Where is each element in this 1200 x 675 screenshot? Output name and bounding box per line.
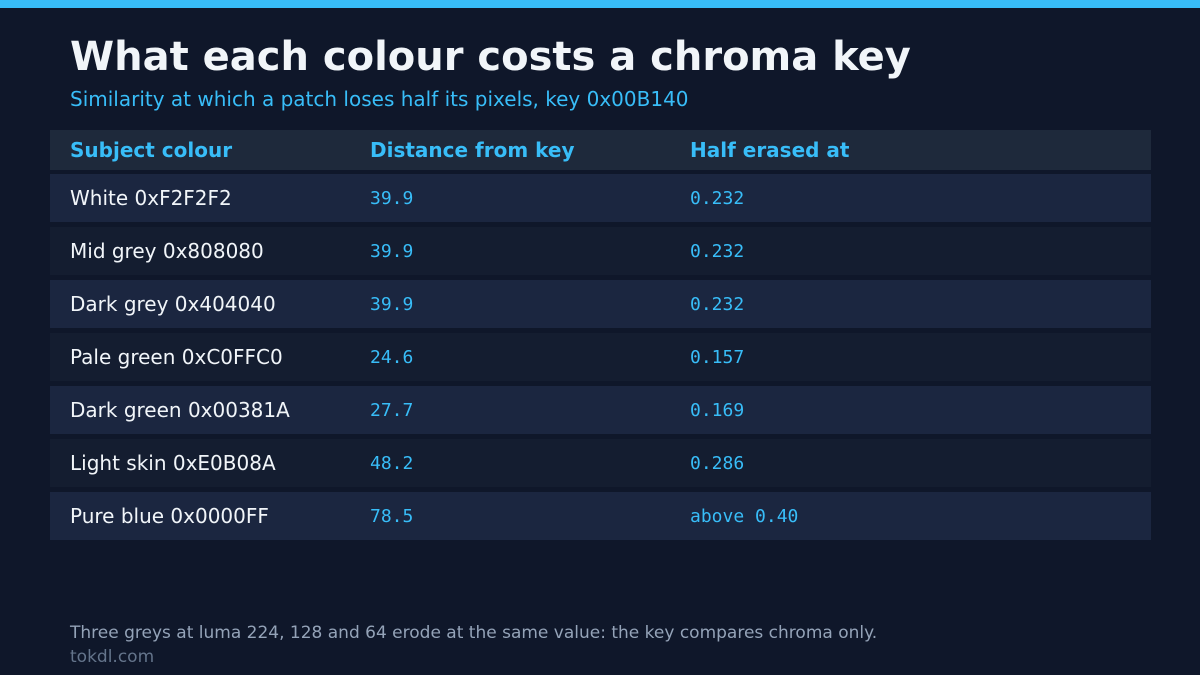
table-cell: Pure blue 0x0000FF <box>70 504 269 528</box>
subtitle: Similarity at which a patch loses half i… <box>70 87 689 111</box>
table-cell: 0.286 <box>690 452 745 474</box>
table-cell: Dark grey 0x404040 <box>70 292 276 316</box>
table-row: Pure blue 0x0000FF 78.5 above 0.40 <box>50 492 1151 540</box>
column-header: Distance from key <box>370 138 575 162</box>
table-row: Mid grey 0x808080 39.9 0.232 <box>50 227 1151 275</box>
accent-bar <box>0 0 1200 8</box>
table-cell: 39.9 <box>370 293 414 315</box>
table-cell: 0.232 <box>690 240 745 262</box>
table-cell: 39.9 <box>370 240 414 262</box>
table-row: Dark grey 0x404040 39.9 0.232 <box>50 280 1151 328</box>
table-cell: 0.169 <box>690 399 745 421</box>
table-cell: 78.5 <box>370 505 414 527</box>
table-cell: 27.7 <box>370 399 414 421</box>
table-row: White 0xF2F2F2 39.9 0.232 <box>50 174 1151 222</box>
table-row: Pale green 0xC0FFC0 24.6 0.157 <box>50 333 1151 381</box>
table-row: Light skin 0xE0B08A 48.2 0.286 <box>50 439 1151 487</box>
table-cell: above 0.40 <box>690 505 799 527</box>
table-cell: 0.232 <box>690 187 745 209</box>
title: What each colour costs a chroma key <box>70 34 911 80</box>
table-cell: 0.232 <box>690 293 745 315</box>
source: tokdl.com <box>70 647 155 667</box>
header-row: Subject colour Distance from key Half eras… <box>50 130 1151 170</box>
table-cell: White 0xF2F2F2 <box>70 186 232 210</box>
table-row: Dark green 0x00381A 27.7 0.169 <box>50 386 1151 434</box>
table-cell: 39.9 <box>370 187 414 209</box>
footnote: Three greys at luma 224, 128 and 64 erod… <box>70 623 878 643</box>
table-cell: 24.6 <box>370 346 414 368</box>
table-cell: Pale green 0xC0FFC0 <box>70 345 283 369</box>
table-cell: 0.157 <box>690 346 745 368</box>
table-cell: Mid grey 0x808080 <box>70 239 264 263</box>
column-header: Half erased at <box>690 138 850 162</box>
table-cell: 48.2 <box>370 452 414 474</box>
table: Subject colour Distance from key Half eras… <box>50 130 1151 545</box>
table-cell: Light skin 0xE0B08A <box>70 451 276 475</box>
column-header: Subject colour <box>70 138 233 162</box>
table-cell: Dark green 0x00381A <box>70 398 290 422</box>
